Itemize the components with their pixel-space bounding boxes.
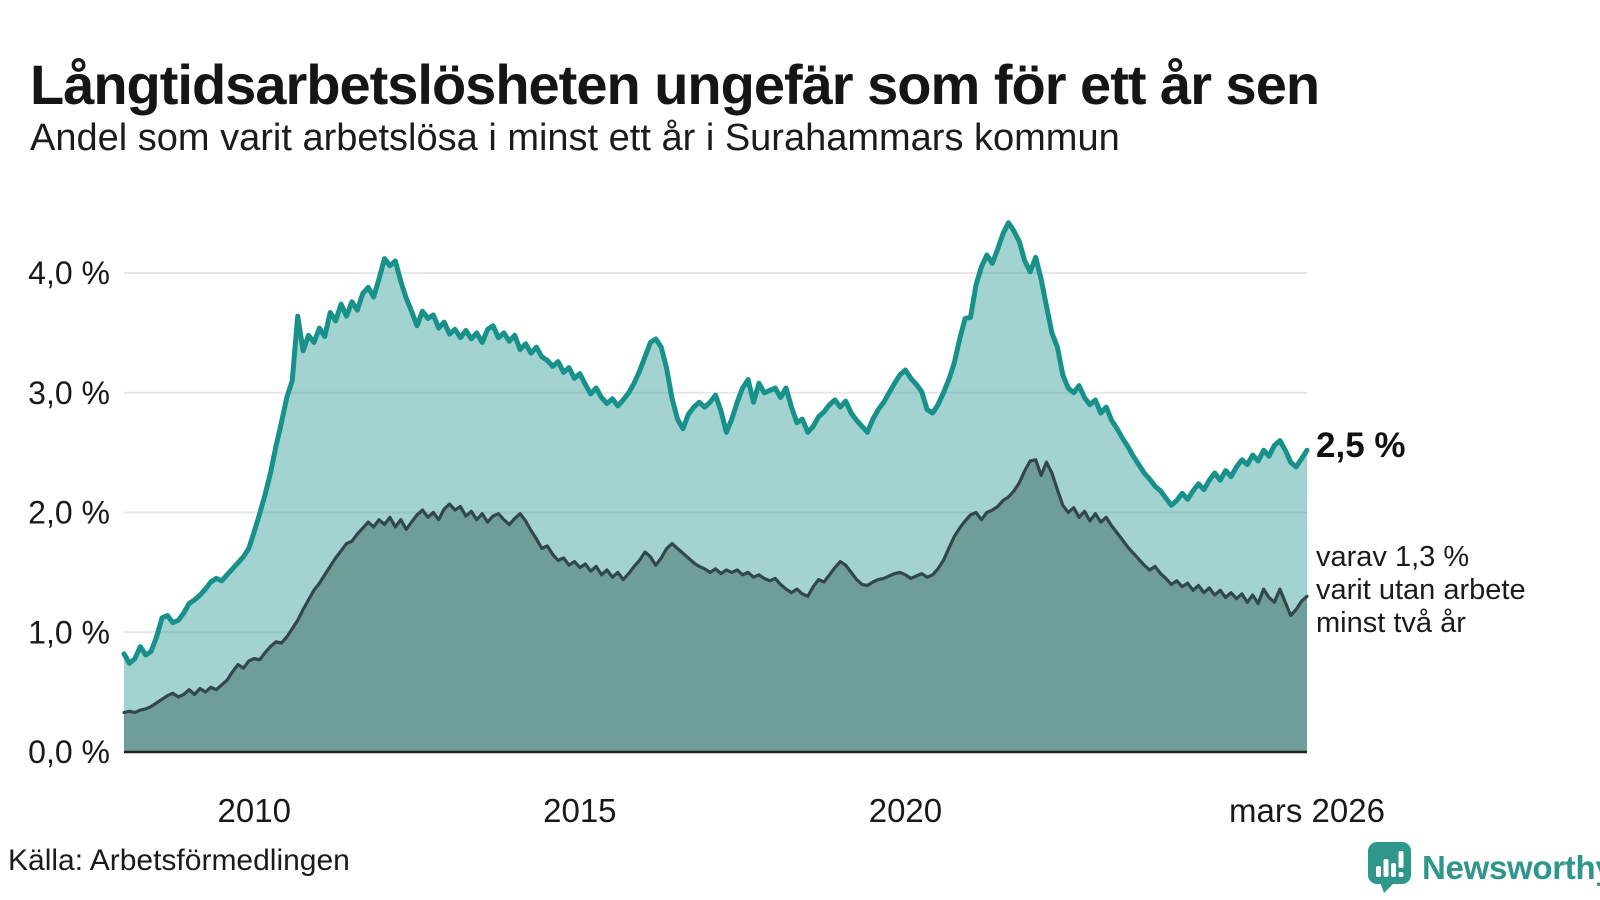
secondary-value-line-3: minst två år [1316,607,1466,640]
source-credit: Källa: Arbetsförmedlingen [8,844,350,877]
y-tick-label: 2,0 % [28,495,110,531]
chart-subtitle: Andel som varit arbetslösa i minst ett å… [30,117,1120,159]
secondary-value-line-2: varit utan arbete [1316,574,1526,607]
newsworthy-logo-text: Newsworthy [1422,848,1600,886]
y-tick-label: 0,0 % [28,734,110,770]
secondary-value-line-1: varav 1,3 % [1316,541,1470,573]
x-tick-label: mars 2026 [1229,792,1385,829]
x-tick-label: 2015 [543,792,616,829]
y-tick-label: 1,0 % [28,614,110,650]
unemployed-at-least-two-years-line [122,458,1309,715]
x-tick-label: 2020 [869,792,942,829]
y-tick-label: 3,0 % [28,375,110,411]
page-title: Långtidsarbetslösheten ungefär som för e… [30,52,1320,116]
unemployed-at-least-one-year-line [121,220,1310,666]
y-tick-label: 4,0 % [28,255,110,291]
newsworthy-bubble-icon [1368,842,1411,893]
secondary-value-label: varav 1,3 % varit utan arbete minst två … [1316,541,1526,640]
x-tick-label: 2010 [218,792,291,829]
newsworthy-logo: Newsworthy [1366,841,1600,894]
unemployed-at-least-two-years-area [124,459,1307,752]
latest-value-label: 2,5 % [1316,426,1406,465]
